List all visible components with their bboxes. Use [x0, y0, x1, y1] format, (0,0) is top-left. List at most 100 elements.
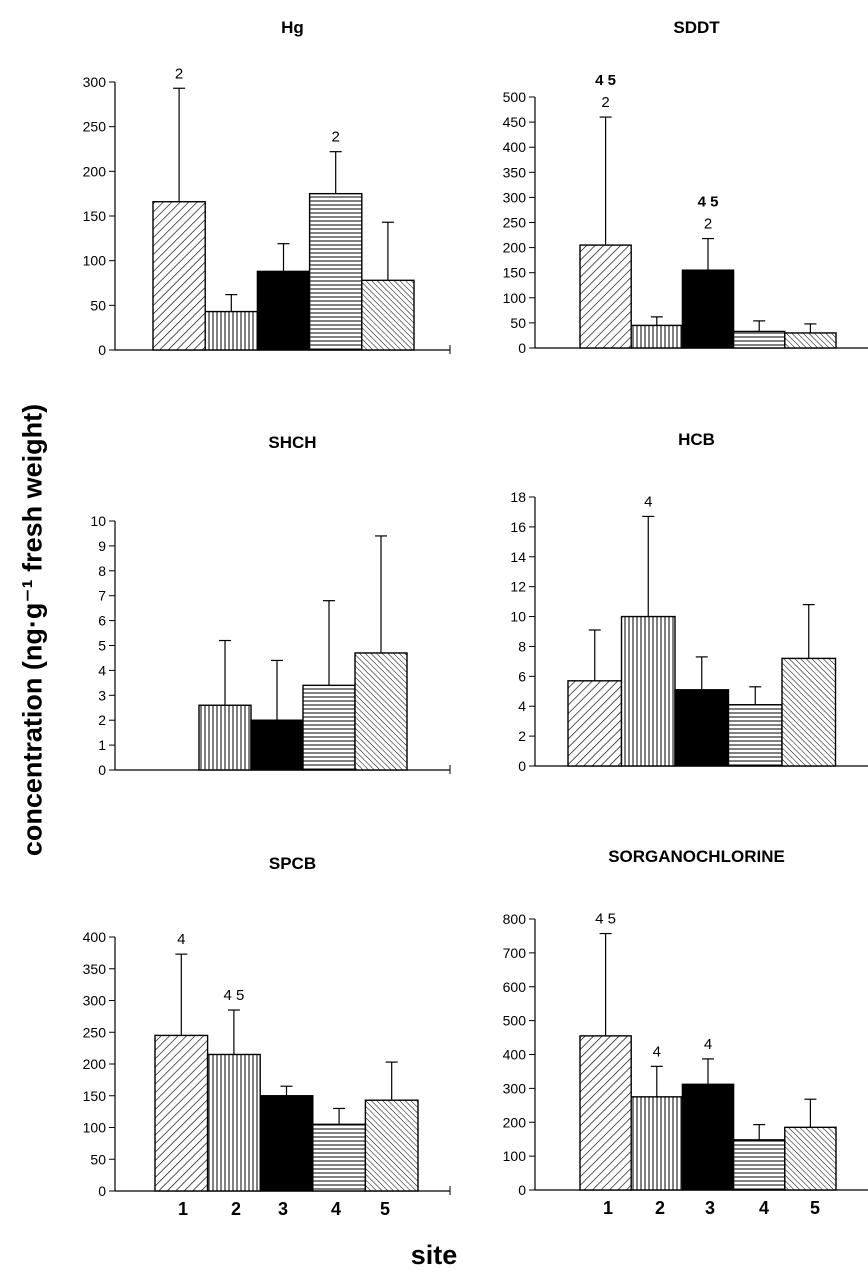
bar-site-3	[250, 719, 304, 771]
y-tick-label: 7	[98, 588, 106, 604]
y-tick-label: 700	[503, 945, 527, 961]
y-tick-label: 0	[518, 758, 526, 774]
significance-label: 2	[175, 65, 183, 82]
y-tick-label: 100	[503, 290, 527, 306]
bar-site-4	[312, 1123, 367, 1192]
x-tick-label: 1	[178, 1199, 188, 1219]
y-tick-label: 8	[98, 563, 106, 579]
x-tick-label: 5	[810, 1198, 820, 1218]
y-tick-label: 16	[510, 519, 526, 535]
significance-label: 4	[644, 493, 652, 510]
y-tick-label: 100	[503, 1148, 527, 1164]
x-tick-label: 2	[231, 1199, 241, 1219]
bar-site-3	[681, 269, 735, 349]
bar-site-3	[259, 1095, 314, 1192]
significance-label: 2	[332, 129, 340, 146]
x-tick-label: 4	[331, 1199, 341, 1219]
bar-site-1	[579, 1035, 632, 1191]
chart-title: Hg	[281, 18, 304, 37]
bar-site-3	[674, 689, 730, 767]
y-tick-label: 250	[83, 119, 107, 135]
panel-4: HCB 0 2 4 6 8 10 12 14 16 18 4	[510, 430, 868, 774]
chart-title: SORGANOCHLORINE	[608, 847, 785, 866]
y-tick-label: 200	[83, 163, 107, 179]
y-tick-label: 8	[518, 638, 526, 654]
y-tick-label: 6	[518, 668, 526, 684]
bar-site-2	[620, 615, 676, 767]
bar-site-2	[630, 324, 684, 349]
y-tick-label: 0	[98, 342, 106, 358]
bar-site-5	[364, 1099, 419, 1192]
chart-title: SPCB	[269, 854, 316, 873]
x-tick-label: 2	[655, 1198, 665, 1218]
x-tick-label: 5	[380, 1199, 390, 1219]
y-tick-label: 150	[503, 265, 527, 281]
y-tick-label: 0	[98, 762, 106, 778]
panel-5: SPCB 0 50 100 150 200 250 300 350 400 4 4 5 1 2 3 4 5	[83, 854, 451, 1219]
y-tick-label: 0	[518, 1182, 526, 1198]
x-axis-label: site	[410, 1240, 458, 1270]
y-tick-label: 300	[503, 189, 527, 205]
y-tick-label: 18	[510, 489, 526, 505]
x-tick-label: 1	[603, 1198, 613, 1218]
bar-site-4	[302, 684, 356, 771]
bar-site-4	[308, 192, 363, 351]
y-tick-label: 6	[98, 613, 106, 629]
y-tick-label: 2	[98, 712, 106, 728]
bar-site-1	[579, 244, 632, 349]
y-tick-label: 200	[503, 1114, 527, 1130]
y-tick-label: 2	[518, 728, 526, 744]
significance-label: 2	[704, 216, 712, 233]
y-tick-label: 450	[503, 114, 527, 130]
y-tick-label: 0	[518, 340, 526, 356]
significance-label: 4 5	[698, 194, 719, 211]
bar-site-5	[784, 1126, 837, 1191]
y-tick-label: 10	[90, 513, 106, 529]
bar-site-4	[727, 704, 783, 767]
y-tick-label: 4	[518, 698, 526, 714]
y-tick-label: 9	[98, 538, 106, 554]
panel-6: SORGANOCHLORINE 0 100 200 300 400 500 600 700 800…	[503, 847, 868, 1218]
y-tick-label: 600	[503, 979, 527, 995]
bar-site-5	[784, 332, 837, 349]
chart-title: SDDT	[673, 18, 720, 37]
bar-site-1	[567, 680, 623, 767]
y-tick-label: 150	[83, 208, 107, 224]
chart-title: SHCH	[268, 433, 316, 452]
y-tick-label: 4	[98, 662, 106, 678]
y-tick-label: 5	[98, 638, 106, 654]
significance-label: 4 5	[223, 987, 244, 1004]
bar-site-4	[732, 1139, 786, 1191]
y-tick-label: 350	[503, 164, 527, 180]
x-tick-label: 4	[759, 1198, 769, 1218]
y-tick-label: 50	[90, 1151, 106, 1167]
bar-site-4	[732, 330, 786, 349]
significance-label: 4	[653, 1043, 661, 1060]
y-tick-label: 12	[510, 579, 526, 595]
y-tick-label: 50	[90, 297, 106, 313]
y-tick-label: 3	[98, 687, 106, 703]
chart-title: HCB	[678, 430, 715, 449]
bar-site-5	[361, 279, 415, 351]
y-tick-label: 100	[83, 253, 107, 269]
y-tick-label: 14	[510, 549, 526, 565]
y-tick-label: 150	[83, 1088, 107, 1104]
significance-label: 4 5	[595, 911, 616, 928]
bar-site-3	[256, 270, 311, 351]
bar-site-3	[681, 1083, 735, 1191]
y-tick-label: 10	[510, 609, 526, 625]
bar-site-2	[204, 310, 259, 351]
y-tick-label: 0	[98, 1183, 106, 1199]
bar-site-5	[354, 652, 408, 771]
x-tick-label: 3	[278, 1199, 288, 1219]
bar-site-1	[152, 201, 206, 351]
x-tick-label: 3	[705, 1198, 715, 1218]
significance-label: 2	[601, 94, 609, 111]
y-tick-label: 300	[83, 993, 107, 1009]
panel-1: Hg 0 50 100 150 200 250 300 2 2	[83, 18, 451, 358]
y-tick-label: 800	[503, 911, 527, 927]
panel-3: SHCH 0 1 2 3 4 5 6 7 8 9 10	[90, 433, 451, 778]
bar-site-1	[154, 1034, 209, 1192]
y-tick-label: 1	[98, 737, 106, 753]
